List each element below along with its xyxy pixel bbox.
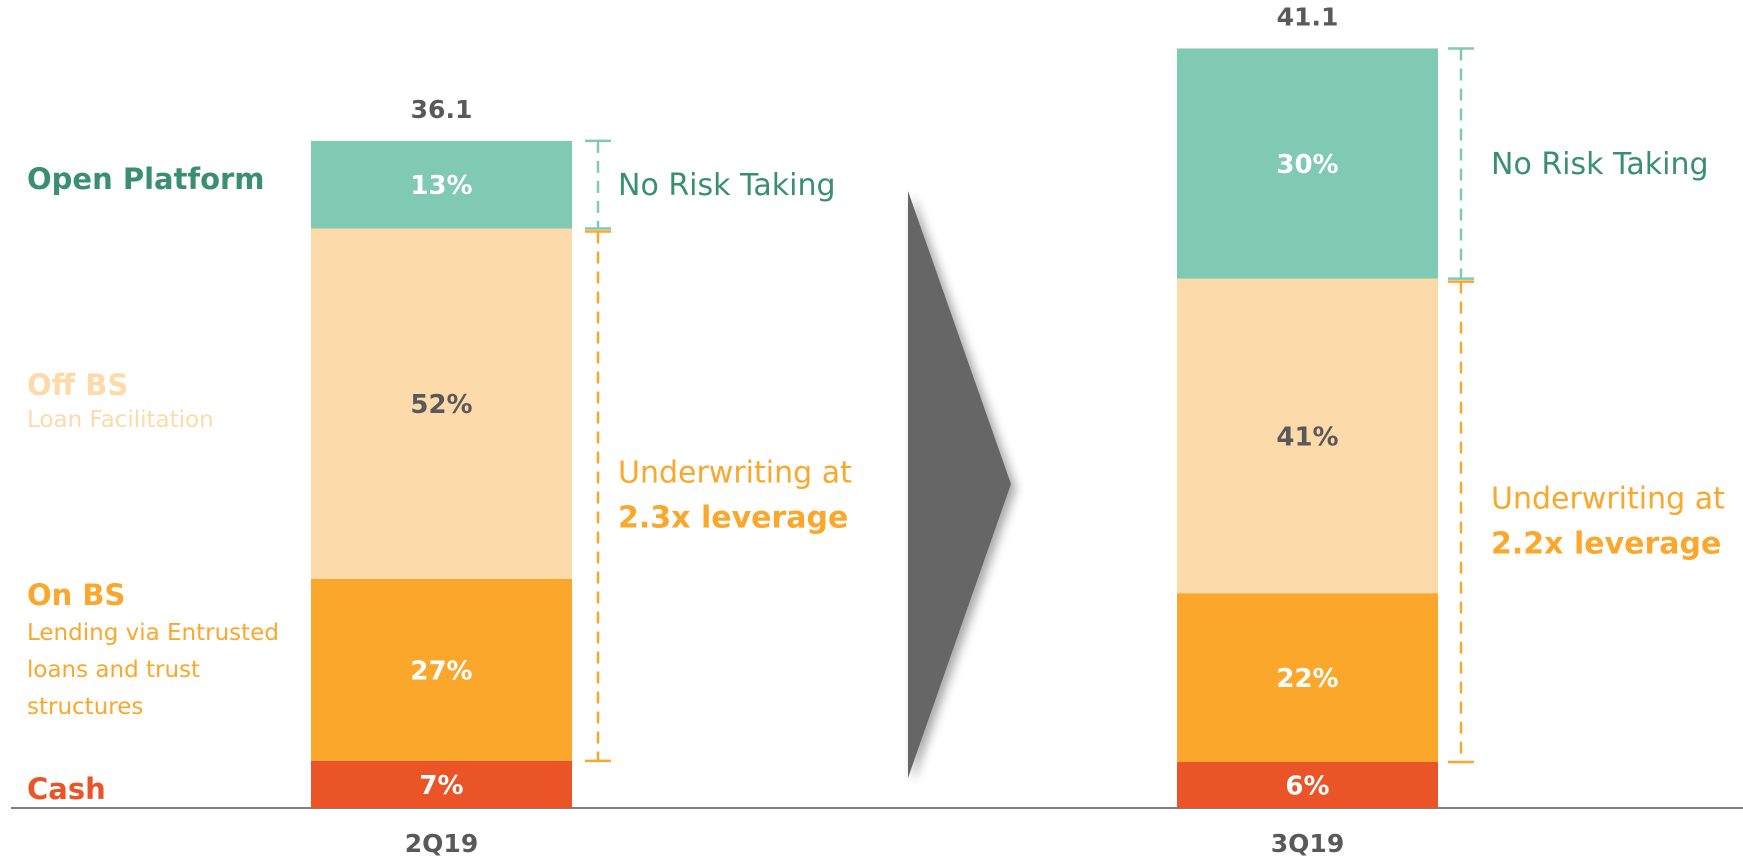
value-label: 41%: [1276, 422, 1338, 452]
series-name: Off BS: [27, 368, 129, 402]
annotation: Underwriting at: [618, 456, 852, 491]
annotation: No Risk Taking: [1491, 147, 1709, 182]
series-label: On BS Lending via Entrusted loans and tr…: [27, 576, 307, 726]
value-label: 6%: [1285, 771, 1329, 801]
bar-segment: [1177, 593, 1438, 762]
series-label: Open Platform: [27, 160, 265, 199]
arrow: [908, 191, 1011, 778]
total-label: 36.1: [411, 95, 473, 124]
bar-segment: [311, 578, 572, 761]
series-name: Open Platform: [27, 162, 265, 196]
category-label: 2Q19: [405, 829, 478, 858]
total-label: 41.1: [1277, 2, 1339, 31]
annotation: 2.3x leverage: [618, 501, 848, 536]
bar-segment: [311, 760, 572, 808]
annotation: Underwriting at: [1491, 481, 1725, 516]
annotation: 2.2x leverage: [1491, 526, 1721, 561]
value-label: 27%: [410, 656, 472, 686]
bar-segment: [1177, 48, 1438, 279]
series-note: Loan Facilitation: [27, 407, 214, 434]
bar-segment: [311, 140, 572, 229]
value-label: 30%: [1276, 150, 1338, 180]
series-name: Cash: [27, 772, 106, 806]
series-label: Cash: [27, 770, 106, 809]
series-note: Lending via Entrusted loans and trust st…: [27, 620, 279, 720]
series-label: Off BS Loan Facilitation: [27, 366, 307, 436]
category-label: 3Q19: [1271, 829, 1344, 858]
value-label: 13%: [410, 171, 472, 201]
value-label: 52%: [410, 390, 472, 420]
value-label: 7%: [419, 771, 463, 801]
bar-segment: [1177, 278, 1438, 594]
bar-segment: [1177, 761, 1438, 808]
value-label: 22%: [1276, 664, 1338, 694]
annotation: No Risk Taking: [618, 168, 836, 203]
bar-segment: [311, 228, 572, 579]
series-name: On BS: [27, 578, 126, 612]
